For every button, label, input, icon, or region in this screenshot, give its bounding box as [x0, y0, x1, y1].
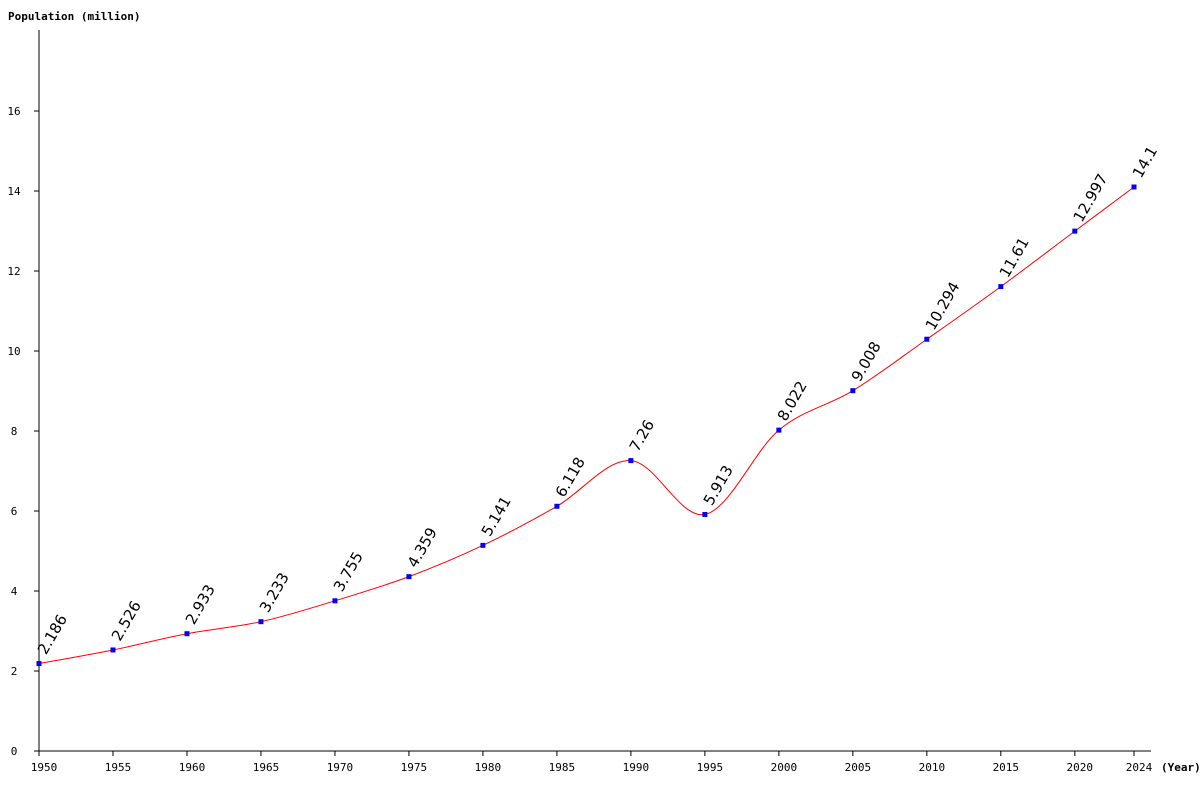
y-axis-title: Population (million): [8, 10, 140, 23]
x-tick-label: 1995: [697, 761, 724, 774]
data-label: 9.008: [848, 338, 885, 384]
data-label: 5.913: [700, 462, 737, 508]
data-point: [332, 598, 338, 604]
y-tick-label: 6: [11, 505, 18, 518]
data-point: [1072, 228, 1078, 234]
x-tick-label: 1965: [253, 761, 280, 774]
data-label: 7.26: [626, 417, 658, 455]
data-label: 14.1: [1129, 143, 1161, 181]
x-tick-label: 2024: [1126, 761, 1153, 774]
data-point: [480, 542, 486, 548]
x-tick-label: 1975: [401, 761, 428, 774]
x-axis-title: (Year): [1161, 761, 1200, 774]
data-point: [36, 661, 42, 667]
data-label: 3.755: [330, 549, 367, 595]
y-tick-label: 0: [11, 745, 18, 758]
data-point: [998, 284, 1004, 290]
data-labels: 2.186 2.526 2.933 3.233 3.7554.3595.1416.118…: [34, 143, 1161, 657]
data-label: 6.118: [552, 454, 589, 500]
x-tick-label: 2000: [771, 761, 798, 774]
data-point: [110, 647, 116, 653]
data-point: [776, 427, 782, 433]
y-tick-label: 14: [7, 185, 21, 198]
data-label: 10.294: [922, 279, 964, 333]
y-tick-label: 4: [11, 585, 18, 598]
x-tick-label: 2020: [1067, 761, 1094, 774]
y-tick-label: 10: [7, 345, 20, 358]
data-label: 8.022: [774, 378, 811, 424]
data-label: 4.359: [404, 524, 441, 570]
data-markers: [36, 184, 1137, 667]
y-ticks: 0 2 4 6 8 10 12 14 16: [7, 105, 39, 758]
x-tick-label: 1980: [475, 761, 502, 774]
x-ticks: 1950 1955 1960 1965 1970 1975 1980 1985 1990 1995…: [31, 751, 1153, 774]
data-point: [554, 503, 560, 509]
x-tick-label: 1990: [623, 761, 650, 774]
y-tick-label: 16: [7, 105, 20, 118]
data-point: [184, 631, 190, 637]
data-point: [406, 574, 412, 580]
y-tick-label: 2: [11, 665, 18, 678]
data-point: [924, 336, 930, 342]
data-point: [850, 388, 856, 394]
x-tick-label: 2005: [845, 761, 872, 774]
data-label: 2.933: [182, 581, 219, 627]
y-tick-label: 8: [11, 425, 18, 438]
x-tick-label: 1985: [549, 761, 576, 774]
data-point: [702, 511, 708, 517]
data-point: [1131, 184, 1137, 190]
y-tick-label: 12: [7, 265, 20, 278]
x-tick-label: 1970: [327, 761, 354, 774]
data-point: [258, 619, 264, 625]
data-label: 12.997: [1070, 171, 1112, 225]
data-label: 2.526: [108, 598, 145, 644]
x-tick-label: 1955: [105, 761, 132, 774]
series-line: [38, 186, 1135, 665]
x-tick-label: 1950: [31, 761, 58, 774]
x-tick-label: 1960: [179, 761, 206, 774]
data-point: [628, 458, 634, 464]
x-tick-label: 2010: [919, 761, 946, 774]
data-label: 3.233: [256, 569, 293, 615]
x-tick-label: 2015: [993, 761, 1020, 774]
data-label: 11.61: [996, 234, 1033, 280]
